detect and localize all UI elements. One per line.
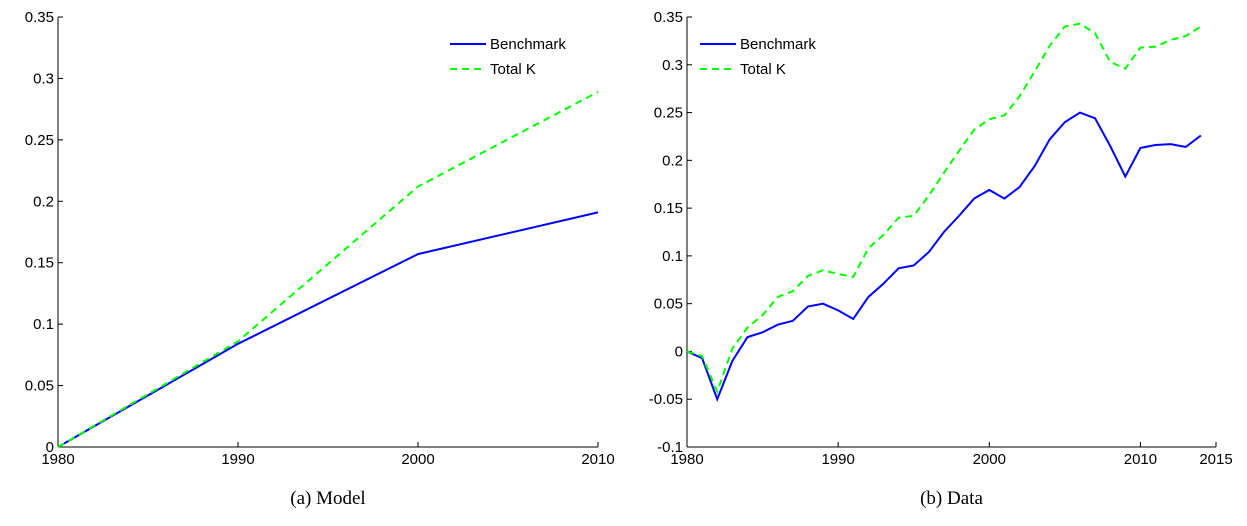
- x-tick-label: 2010: [581, 451, 614, 468]
- y-tick-label: 0.2: [33, 193, 54, 210]
- caption: (b) Data: [920, 488, 983, 509]
- y-tick-label: 0.25: [25, 132, 54, 149]
- x-tick-label: 2015: [1199, 451, 1232, 468]
- y-tick-label: 0.1: [33, 316, 54, 333]
- y-tick-label: 0.05: [25, 378, 54, 395]
- y-tick-label: 0.05: [654, 296, 683, 313]
- legend-label: Benchmark: [490, 36, 566, 53]
- y-tick-label: 0.35: [25, 9, 54, 26]
- y-tick-label: 0.15: [25, 255, 54, 272]
- y-tick-label: 0: [675, 343, 683, 360]
- series-line: [57, 211, 599, 448]
- y-tick-label: 0.15: [654, 200, 683, 217]
- legend-label: Total K: [740, 61, 786, 78]
- x-tick-label: 1990: [221, 451, 254, 468]
- x-tick-label: 1980: [670, 451, 703, 468]
- x-tick-label: 1990: [821, 451, 854, 468]
- x-tick-label: 2000: [973, 451, 1006, 468]
- caption: (a) Model: [290, 488, 365, 509]
- y-tick-label: 0: [46, 439, 54, 456]
- y-tick-label: 0.25: [654, 105, 683, 122]
- series-line: [57, 91, 599, 448]
- series-line: [686, 111, 1202, 403]
- x-tick-label: 2010: [1124, 451, 1157, 468]
- x-tick-label: 2000: [401, 451, 434, 468]
- legend-label: Total K: [490, 61, 536, 78]
- y-tick-label: 0.2: [662, 152, 683, 169]
- y-tick-label: 0.3: [662, 57, 683, 74]
- y-tick-label: 0.3: [33, 70, 54, 87]
- y-tick-label: 0.1: [662, 248, 683, 265]
- y-tick-label: -0.05: [649, 391, 683, 408]
- series-line: [686, 22, 1202, 395]
- legend-label: Benchmark: [740, 36, 816, 53]
- x-tick-label: 1980: [41, 451, 74, 468]
- y-tick-label: 0.35: [654, 9, 683, 26]
- y-tick-label: -0.1: [657, 439, 683, 456]
